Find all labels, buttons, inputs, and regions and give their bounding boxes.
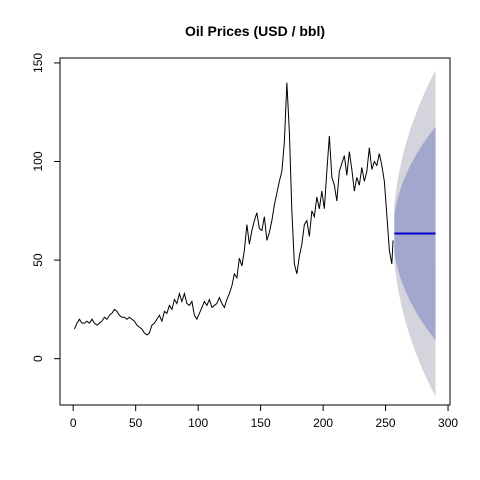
- y-tick-label: 100: [31, 151, 45, 171]
- y-tick-label: 0: [31, 355, 45, 362]
- x-tick-label: 250: [376, 416, 396, 430]
- x-tick-label: 300: [438, 416, 458, 430]
- plot-frame: [59, 57, 451, 406]
- price-line: [73, 82, 394, 336]
- plot-area: [73, 70, 436, 397]
- y-tick-label: 50: [31, 253, 45, 267]
- x-tick-label: 150: [251, 416, 271, 430]
- chart-title: Oil Prices (USD / bbl): [185, 23, 325, 39]
- x-tick-label: 100: [188, 416, 208, 430]
- x-tick-label: 200: [313, 416, 333, 430]
- x-tick-label: 50: [129, 416, 143, 430]
- x-tick-label: 0: [70, 416, 77, 430]
- y-tick-label: 150: [31, 53, 45, 73]
